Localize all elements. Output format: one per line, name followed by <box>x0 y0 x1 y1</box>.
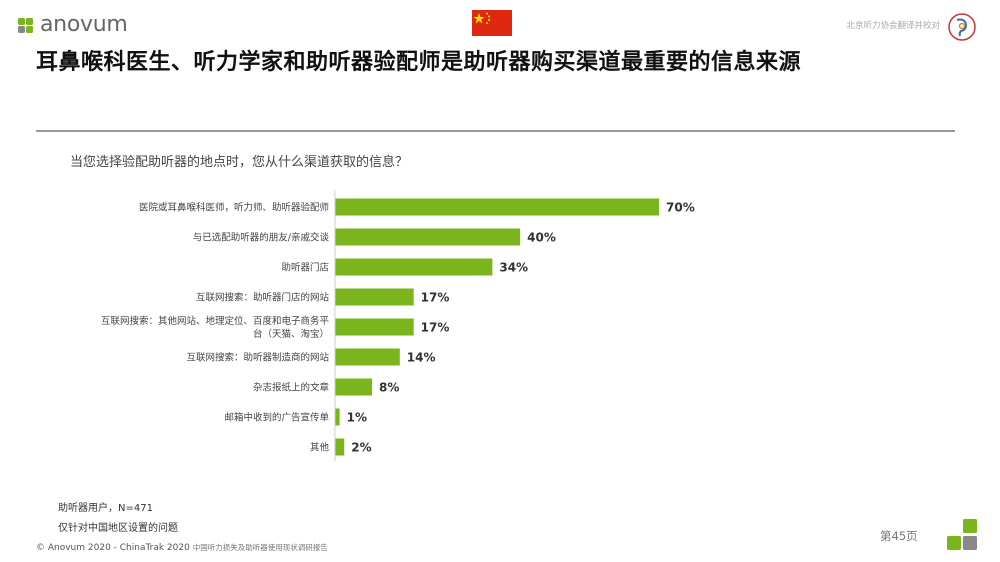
sample-base: 助听器用户，N=471 <box>58 503 153 514</box>
data-label: 34% <box>499 261 528 275</box>
survey-question: 当您选择验配助听器的地点时，您从什么渠道获取的信息？ <box>70 155 409 170</box>
translator-note: 北京听力协会翻译并校对 <box>846 21 940 31</box>
bar <box>335 318 414 336</box>
category-label: 互联网搜索：助听器门店的网站 <box>196 292 330 304</box>
copyright-text: © Anovum 2020 - ChinaTrak 2020 <box>36 543 190 553</box>
logo-square-icon <box>26 26 33 33</box>
category-label: 邮箱中收到的广告宣传单 <box>224 412 329 424</box>
data-label: 40% <box>527 231 556 245</box>
bar <box>335 198 659 216</box>
page-number: 第45页 <box>880 529 918 543</box>
page-title: 耳鼻喉科医生、听力学家和助听器验配师是助听器购买渠道最重要的信息来源 <box>36 50 802 75</box>
data-label: 8% <box>379 381 399 395</box>
anovum-logo: anovum <box>18 10 138 40</box>
title-divider <box>36 130 955 132</box>
bar <box>335 348 400 366</box>
category-label: 互联网搜索：其他网站、地理定位、百度和电子商务平 <box>101 315 330 327</box>
category-label: 互联网搜索：助听器制造商的网站 <box>186 352 329 364</box>
copyright: © Anovum 2020 - ChinaTrak 2020 中国听力损失及助听… <box>36 542 328 553</box>
category-label: 医院或耳鼻喉科医师，听力师、助听器验配师 <box>139 202 329 214</box>
bar <box>335 258 493 276</box>
bar <box>335 378 373 396</box>
association-badge-icon <box>947 12 977 42</box>
data-label: 17% <box>421 291 450 305</box>
bar <box>335 438 345 456</box>
china-flag-icon <box>472 10 512 36</box>
logo-square-icon <box>18 26 25 33</box>
category-label: 其他 <box>310 442 330 454</box>
footnote: 仅针对中国地区设置的问题 <box>58 523 178 534</box>
data-label: 1% <box>347 411 367 425</box>
bar <box>335 228 521 246</box>
category-label: 助听器门店 <box>281 262 329 274</box>
bar <box>335 408 340 426</box>
corner-logo-icon <box>946 519 980 553</box>
data-label: 70% <box>666 201 695 215</box>
data-label: 14% <box>407 351 436 365</box>
report-name: 中国听力损失及助听器使用现状调研报告 <box>192 543 328 552</box>
data-label: 2% <box>351 441 371 455</box>
bar-chart: 70% 医院或耳鼻喉科医师，听力师、助听器验配师 40% 与已选配助听器的朋友/亲戚交… <box>101 190 695 461</box>
logo-square-icon <box>26 18 33 25</box>
category-label: 杂志报纸上的文章 <box>253 382 330 394</box>
logo-text: anovum <box>40 12 128 37</box>
data-label: 17% <box>421 321 450 335</box>
logo-square-icon <box>18 18 25 25</box>
category-label: 与已选配助听器的朋友/亲戚交谈 <box>193 232 330 244</box>
category-label: 台（天猫、淘宝） <box>253 328 329 340</box>
bar <box>335 288 414 306</box>
